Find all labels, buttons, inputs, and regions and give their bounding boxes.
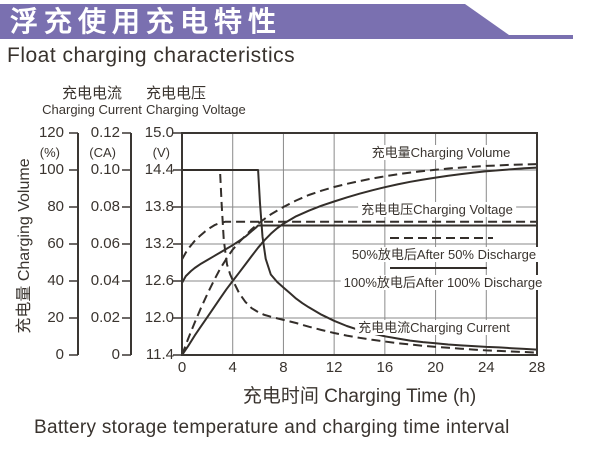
x-tick-label: 24 <box>477 359 495 376</box>
voltage-tick-label: 14.4 <box>144 161 174 178</box>
y-axis-title-voltage: 充电电压 Charging Voltage <box>146 86 276 118</box>
volume-tick-label: 40 <box>47 272 64 289</box>
legend-label-50: 50%放电后After 50% Discharge <box>348 247 540 262</box>
voltage-tick-label: 12.6 <box>144 272 174 289</box>
current-tick-label: 0.08 <box>90 198 120 215</box>
x-tick-label: 0 <box>177 359 187 376</box>
x-axis-title: 充电时间 Charging Time (h) <box>242 386 477 407</box>
volume-tick-label: 0 <box>55 346 64 363</box>
page-title-en: Float charging characteristics <box>7 44 296 67</box>
volume-tick-label: 80 <box>47 198 64 215</box>
series-charging-voltage-after-50-discharge <box>181 220 537 260</box>
voltage-tick-label: 15.0 <box>144 124 174 141</box>
series-charging-voltage-after-100-discharge <box>181 224 537 284</box>
curve-label-current: 充电电流Charging Current <box>355 320 513 335</box>
banner-shape <box>0 4 573 39</box>
caption: Battery storage temperature and charging… <box>34 417 510 438</box>
y-axis-title-voltage-zh: 充电电压 <box>146 85 207 102</box>
current-tick-label: 0 <box>111 346 120 363</box>
voltage-tick-label: 11.4 <box>145 346 174 363</box>
curve-label-voltage: 充电电压Charging Voltage <box>358 202 516 217</box>
volume-tick-label: 120 <box>38 124 64 141</box>
series-charging-volume-after-100-discharge <box>181 166 538 356</box>
x-tick-label: 20 <box>427 359 444 376</box>
current-tick-label: 0.12 <box>90 124 120 141</box>
x-tick-label: 12 <box>325 359 343 376</box>
volume-tick-label: 100 <box>38 161 64 178</box>
y-axis-title-current-en: Charging Current <box>42 102 142 117</box>
current-unit-label: (CA) <box>89 145 116 160</box>
voltage-tick-label: 12.0 <box>144 309 174 326</box>
y-axis-title-current: 充电电流 Charging Current <box>36 86 148 118</box>
voltage-tick-label: 13.2 <box>144 235 174 252</box>
series-charging-volume-after-50-discharge <box>181 163 538 356</box>
curve-label-volume: 充电量Charging Volume <box>368 145 514 160</box>
volume-unit-label: (%) <box>39 145 60 160</box>
current-tick-label: 0.02 <box>90 309 120 326</box>
volume-tick-label: 60 <box>47 235 64 252</box>
header-banner <box>0 4 573 39</box>
y-axis-title-current-zh: 充电电流 <box>61 85 122 102</box>
series-charging-current-after-100-discharge <box>182 169 538 351</box>
current-tick-label: 0.10 <box>90 161 120 178</box>
current-tick-label: 0.06 <box>90 235 120 252</box>
legend-label-100: 100%放电后After 100% Discharge <box>340 275 546 290</box>
x-tick-label: 16 <box>376 359 394 376</box>
voltage-unit-label: (V) <box>152 145 170 160</box>
volume-tick-label: 20 <box>47 309 64 326</box>
x-tick-label: 4 <box>228 359 237 376</box>
y-axis-title-voltage-en: Charging Voltage <box>146 102 246 117</box>
current-tick-label: 0.04 <box>90 272 120 289</box>
page-title-zh: 浮充使用充电特性 <box>10 6 283 37</box>
x-tick-label: 28 <box>528 359 546 376</box>
x-tick-label: 8 <box>279 359 288 376</box>
voltage-tick-label: 13.8 <box>144 198 174 215</box>
series-charging-current-after-50-discharge <box>182 169 538 354</box>
